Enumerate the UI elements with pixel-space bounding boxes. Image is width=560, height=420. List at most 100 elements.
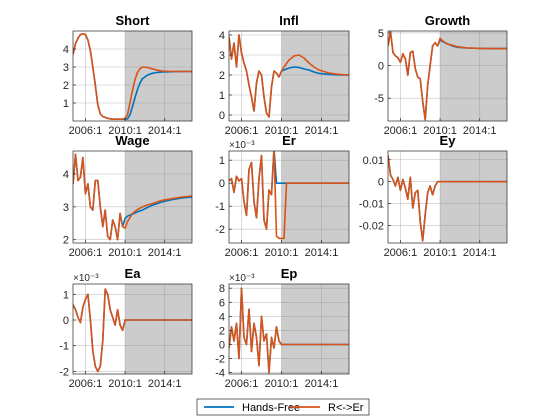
y-tick-label: 2 bbox=[219, 70, 225, 82]
subplot-short: 2006:1 2010:1 2014:1 1 2 3 4 Short bbox=[63, 13, 193, 137]
y-tick-label: 0 bbox=[219, 110, 225, 122]
series-line-r-er bbox=[388, 31, 507, 121]
subplot-title: Ep bbox=[281, 266, 298, 281]
axes-box bbox=[72, 30, 193, 122]
exponent-label: ×10⁻³ bbox=[73, 273, 99, 284]
y-tick-label: 8 bbox=[219, 283, 225, 295]
subplot-ea: 2006:1 2010:1 2014:1 -2 -1 0 1 ×10⁻³ Ea bbox=[59, 266, 193, 390]
y-tick-label: 4 bbox=[63, 169, 69, 181]
x-tick-label: 2010:1 bbox=[265, 247, 299, 259]
axes-box bbox=[387, 150, 508, 244]
x-tick-label: 2006:1 bbox=[384, 247, 418, 259]
y-tick-label: 2 bbox=[63, 80, 69, 92]
x-tick-label: 2006:1 bbox=[69, 378, 103, 390]
x-tick-label: 2006:1 bbox=[384, 125, 418, 137]
axes-box bbox=[228, 30, 350, 122]
y-tick-label: 3 bbox=[63, 202, 69, 214]
y-tick-label: 4 bbox=[219, 30, 225, 42]
y-tick-label: 0 bbox=[63, 315, 69, 327]
y-tick-label: -0.01 bbox=[359, 199, 384, 211]
series-line-r-er bbox=[73, 32, 192, 120]
axes-box bbox=[228, 150, 350, 244]
y-tick-label: 3 bbox=[63, 62, 69, 74]
x-tick-label: 2014:1 bbox=[463, 125, 497, 137]
shaded-region bbox=[125, 284, 192, 374]
y-tick-label: 5 bbox=[378, 28, 384, 40]
y-tick-label: 2 bbox=[63, 235, 69, 247]
shaded-region bbox=[281, 284, 349, 374]
y-tick-label: 0 bbox=[378, 61, 384, 73]
shaded-region bbox=[281, 151, 349, 243]
x-tick-label: 2010:1 bbox=[265, 378, 299, 390]
subplot-infl: 2006:1 2010:1 2014:1 0 1 2 3 4 Infl bbox=[219, 13, 350, 137]
exponent-label: ×10⁻³ bbox=[229, 273, 255, 284]
subplot-title: Short bbox=[116, 13, 151, 28]
x-tick-label: 2006:1 bbox=[69, 247, 103, 259]
subplot-title: Wage bbox=[115, 133, 149, 148]
subplot-title: Ea bbox=[125, 266, 142, 281]
x-tick-label: 2010:1 bbox=[423, 247, 457, 259]
x-tick-label: 2014:1 bbox=[305, 378, 339, 390]
x-tick-label: 2010:1 bbox=[423, 125, 457, 137]
y-tick-label: -1 bbox=[59, 341, 69, 353]
subplot-title: Ey bbox=[440, 133, 457, 148]
series-line-r-er bbox=[229, 151, 349, 240]
y-tick-label: 3 bbox=[219, 50, 225, 62]
y-tick-label: 4 bbox=[63, 44, 69, 56]
legend-label: R<->Er bbox=[328, 402, 364, 414]
shaded-region bbox=[281, 31, 349, 121]
shaded-region bbox=[440, 151, 507, 243]
y-tick-label: 2 bbox=[219, 325, 225, 337]
axes-box bbox=[228, 283, 350, 375]
y-tick-label: -1 bbox=[215, 201, 225, 213]
y-tick-label: -2 bbox=[215, 224, 225, 236]
axes-box bbox=[72, 150, 193, 244]
exponent-label: ×10⁻³ bbox=[229, 140, 255, 151]
legend-box bbox=[196, 398, 370, 416]
x-tick-label: 2006:1 bbox=[225, 247, 259, 259]
y-tick-label: -5 bbox=[374, 93, 384, 105]
legend: Hands-Free R<->Er bbox=[196, 398, 370, 416]
x-tick-label: 2010:1 bbox=[265, 125, 299, 137]
y-tick-label: -0.02 bbox=[359, 220, 384, 232]
y-tick-label: 1 bbox=[63, 289, 69, 301]
legend-label: Hands-Free bbox=[242, 402, 300, 414]
x-tick-label: 2014:1 bbox=[463, 247, 497, 259]
x-tick-label: 2006:1 bbox=[225, 378, 259, 390]
x-tick-label: 2006:1 bbox=[225, 125, 259, 137]
subplot-ep: 2006:1 2010:1 2014:1 -4 -2 0 2 4 6 8 ×10⁻³ Ep bbox=[215, 266, 350, 390]
y-tick-label: 6 bbox=[219, 297, 225, 309]
subplot-er: 2006:1 2010:1 2014:1 -2 -1 0 1 ×10⁻³ Er bbox=[215, 133, 350, 259]
x-tick-label: 2014:1 bbox=[148, 247, 182, 259]
y-tick-label: -2 bbox=[215, 354, 225, 366]
x-tick-label: 2014:1 bbox=[148, 378, 182, 390]
subplot-ey: 2006:1 2010:1 2014:1 -0.02 -0.01 0 0.01 Ey bbox=[359, 133, 508, 259]
series-line-r-er bbox=[229, 34, 349, 118]
series-line-r-er bbox=[388, 155, 507, 242]
series-line-r-er bbox=[73, 153, 192, 241]
y-tick-label: -4 bbox=[215, 368, 225, 380]
y-tick-label: -2 bbox=[59, 366, 69, 378]
subplot-wage: 2006:1 2010:1 2014:1 2 3 4 Wage bbox=[63, 133, 193, 259]
y-tick-label: 1 bbox=[219, 155, 225, 167]
shaded-region bbox=[125, 31, 192, 121]
subplot-title: Er bbox=[282, 133, 296, 148]
y-tick-label: 0 bbox=[219, 339, 225, 351]
subplot-title: Infl bbox=[279, 13, 299, 28]
subplot-growth: 2006:1 2010:1 2014:1 -5 0 5 Growth bbox=[374, 13, 508, 137]
x-tick-label: 2014:1 bbox=[305, 125, 339, 137]
y-tick-label: 0.01 bbox=[363, 155, 384, 167]
x-tick-label: 2014:1 bbox=[148, 125, 182, 137]
y-tick-label: 0 bbox=[378, 177, 384, 189]
y-tick-label: 1 bbox=[63, 98, 69, 110]
subplot-title: Growth bbox=[425, 13, 471, 28]
x-tick-label: 2010:1 bbox=[108, 247, 142, 259]
axes-box bbox=[387, 30, 508, 122]
y-tick-label: 1 bbox=[219, 90, 225, 102]
x-tick-label: 2010:1 bbox=[108, 125, 142, 137]
y-tick-label: 0 bbox=[219, 178, 225, 190]
axes-box bbox=[72, 283, 193, 375]
x-tick-label: 2014:1 bbox=[305, 247, 339, 259]
series-line-r-er bbox=[229, 287, 349, 374]
